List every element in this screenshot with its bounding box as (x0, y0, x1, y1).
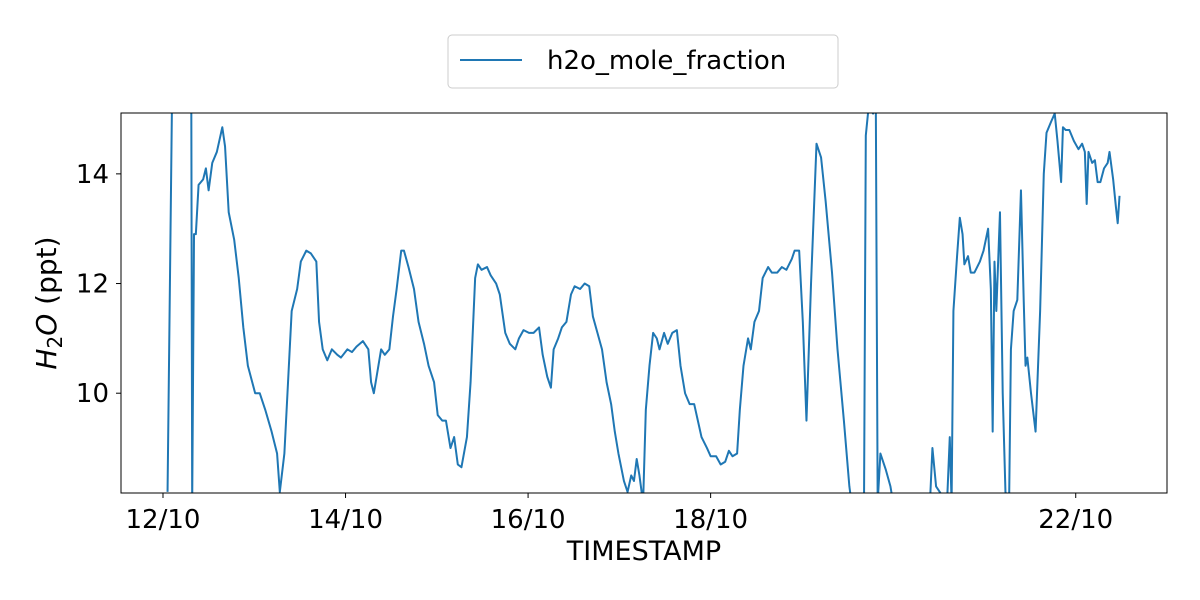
legend-box (447, 34, 839, 89)
y-tick-label: 10 (76, 379, 109, 409)
plot-area (166, 113, 1121, 493)
x-axis-label: TIMESTAMP (566, 536, 721, 567)
y-axis-label: H2O (ppt) (30, 236, 67, 369)
x-tick-label: 18/10 (673, 505, 748, 535)
x-tick-label: 22/10 (1038, 505, 1113, 535)
y-tick-label: 12 (76, 270, 109, 300)
y-tick-label: 14 (76, 160, 109, 190)
x-tick-label: 12/10 (126, 505, 201, 535)
x-tick-label: 14/10 (308, 505, 383, 535)
x-tick-label: 16/10 (491, 505, 566, 535)
legend-label: h2o_mole_fraction (547, 46, 786, 76)
data-line (166, 113, 1121, 493)
plot-frame (120, 112, 1168, 494)
